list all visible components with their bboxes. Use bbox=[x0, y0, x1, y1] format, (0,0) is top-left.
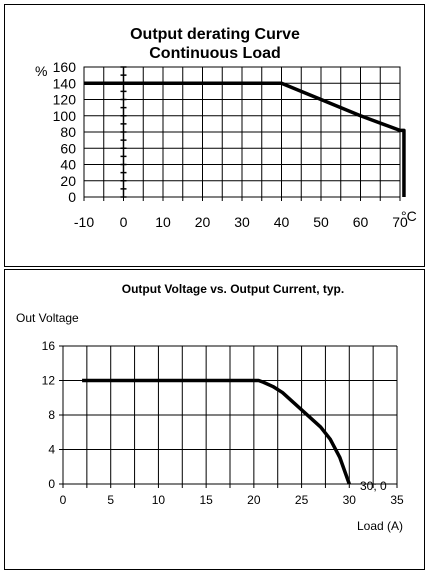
y-axis-label: % bbox=[35, 63, 47, 79]
x-tick-label: 15 bbox=[199, 493, 213, 507]
y-tick-label: 16 bbox=[42, 339, 56, 353]
x-tick-label: 10 bbox=[152, 493, 166, 507]
x-tick-label: -10 bbox=[74, 214, 94, 230]
derating-curve-line bbox=[84, 81, 406, 197]
x-tick-label: 0 bbox=[60, 493, 67, 507]
y-tick-label: 40 bbox=[60, 157, 76, 173]
y-tick-label: 140 bbox=[53, 75, 77, 91]
plot-area: 0 5 10 15 20 25 30 35 0 4 8 12 16 bbox=[42, 339, 404, 507]
chart-title: Output derating Curve bbox=[130, 26, 300, 43]
chart-subtitle: Continuous Load bbox=[149, 45, 281, 62]
y-axis-label: Out Voltage bbox=[16, 311, 79, 325]
voltage-current-chart-panel: Output Voltage vs. Output Current, typ. … bbox=[4, 269, 425, 570]
x-tick-label: 30 bbox=[234, 214, 250, 230]
derating-chart-panel: Output derating Curve Continuous Load % … bbox=[4, 4, 425, 267]
x-axis-label: Load (A) bbox=[357, 519, 403, 533]
x-tick-label: 0 bbox=[120, 214, 128, 230]
x-tick-label: 30 bbox=[343, 493, 357, 507]
y-tick-label: 20 bbox=[60, 173, 76, 189]
x-tick-label: 70 bbox=[392, 214, 408, 230]
x-tick-label: 25 bbox=[295, 493, 309, 507]
derating-chart: Output derating Curve Continuous Load % … bbox=[35, 26, 417, 230]
x-tick-label: 20 bbox=[247, 493, 261, 507]
x-tick-label: 60 bbox=[353, 214, 369, 230]
voltage-current-chart: Output Voltage vs. Output Current, typ. … bbox=[16, 282, 404, 533]
y-tick-label: 100 bbox=[53, 108, 77, 124]
voltage-curve-line bbox=[82, 378, 351, 485]
x-axis-label: °C bbox=[401, 208, 417, 224]
y-tick-label: 0 bbox=[48, 477, 55, 491]
y-tick-label: 4 bbox=[48, 443, 55, 457]
y-tick-label: 160 bbox=[53, 59, 77, 75]
x-tick-label: 20 bbox=[195, 214, 211, 230]
y-tick-label: 0 bbox=[68, 189, 76, 205]
x-tick-label: 40 bbox=[274, 214, 290, 230]
y-tick-label: 60 bbox=[60, 140, 76, 156]
x-tick-label: 50 bbox=[313, 214, 329, 230]
x-tick-label: 5 bbox=[107, 493, 114, 507]
y-tick-label: 12 bbox=[42, 374, 56, 388]
y-tick-label: 120 bbox=[53, 92, 77, 108]
y-tick-label: 8 bbox=[48, 408, 55, 422]
chart-title: Output Voltage vs. Output Current, typ. bbox=[122, 282, 344, 296]
y-tick-label: 80 bbox=[60, 124, 76, 140]
x-tick-label: 10 bbox=[155, 214, 171, 230]
x-tick-label: 35 bbox=[390, 493, 404, 507]
